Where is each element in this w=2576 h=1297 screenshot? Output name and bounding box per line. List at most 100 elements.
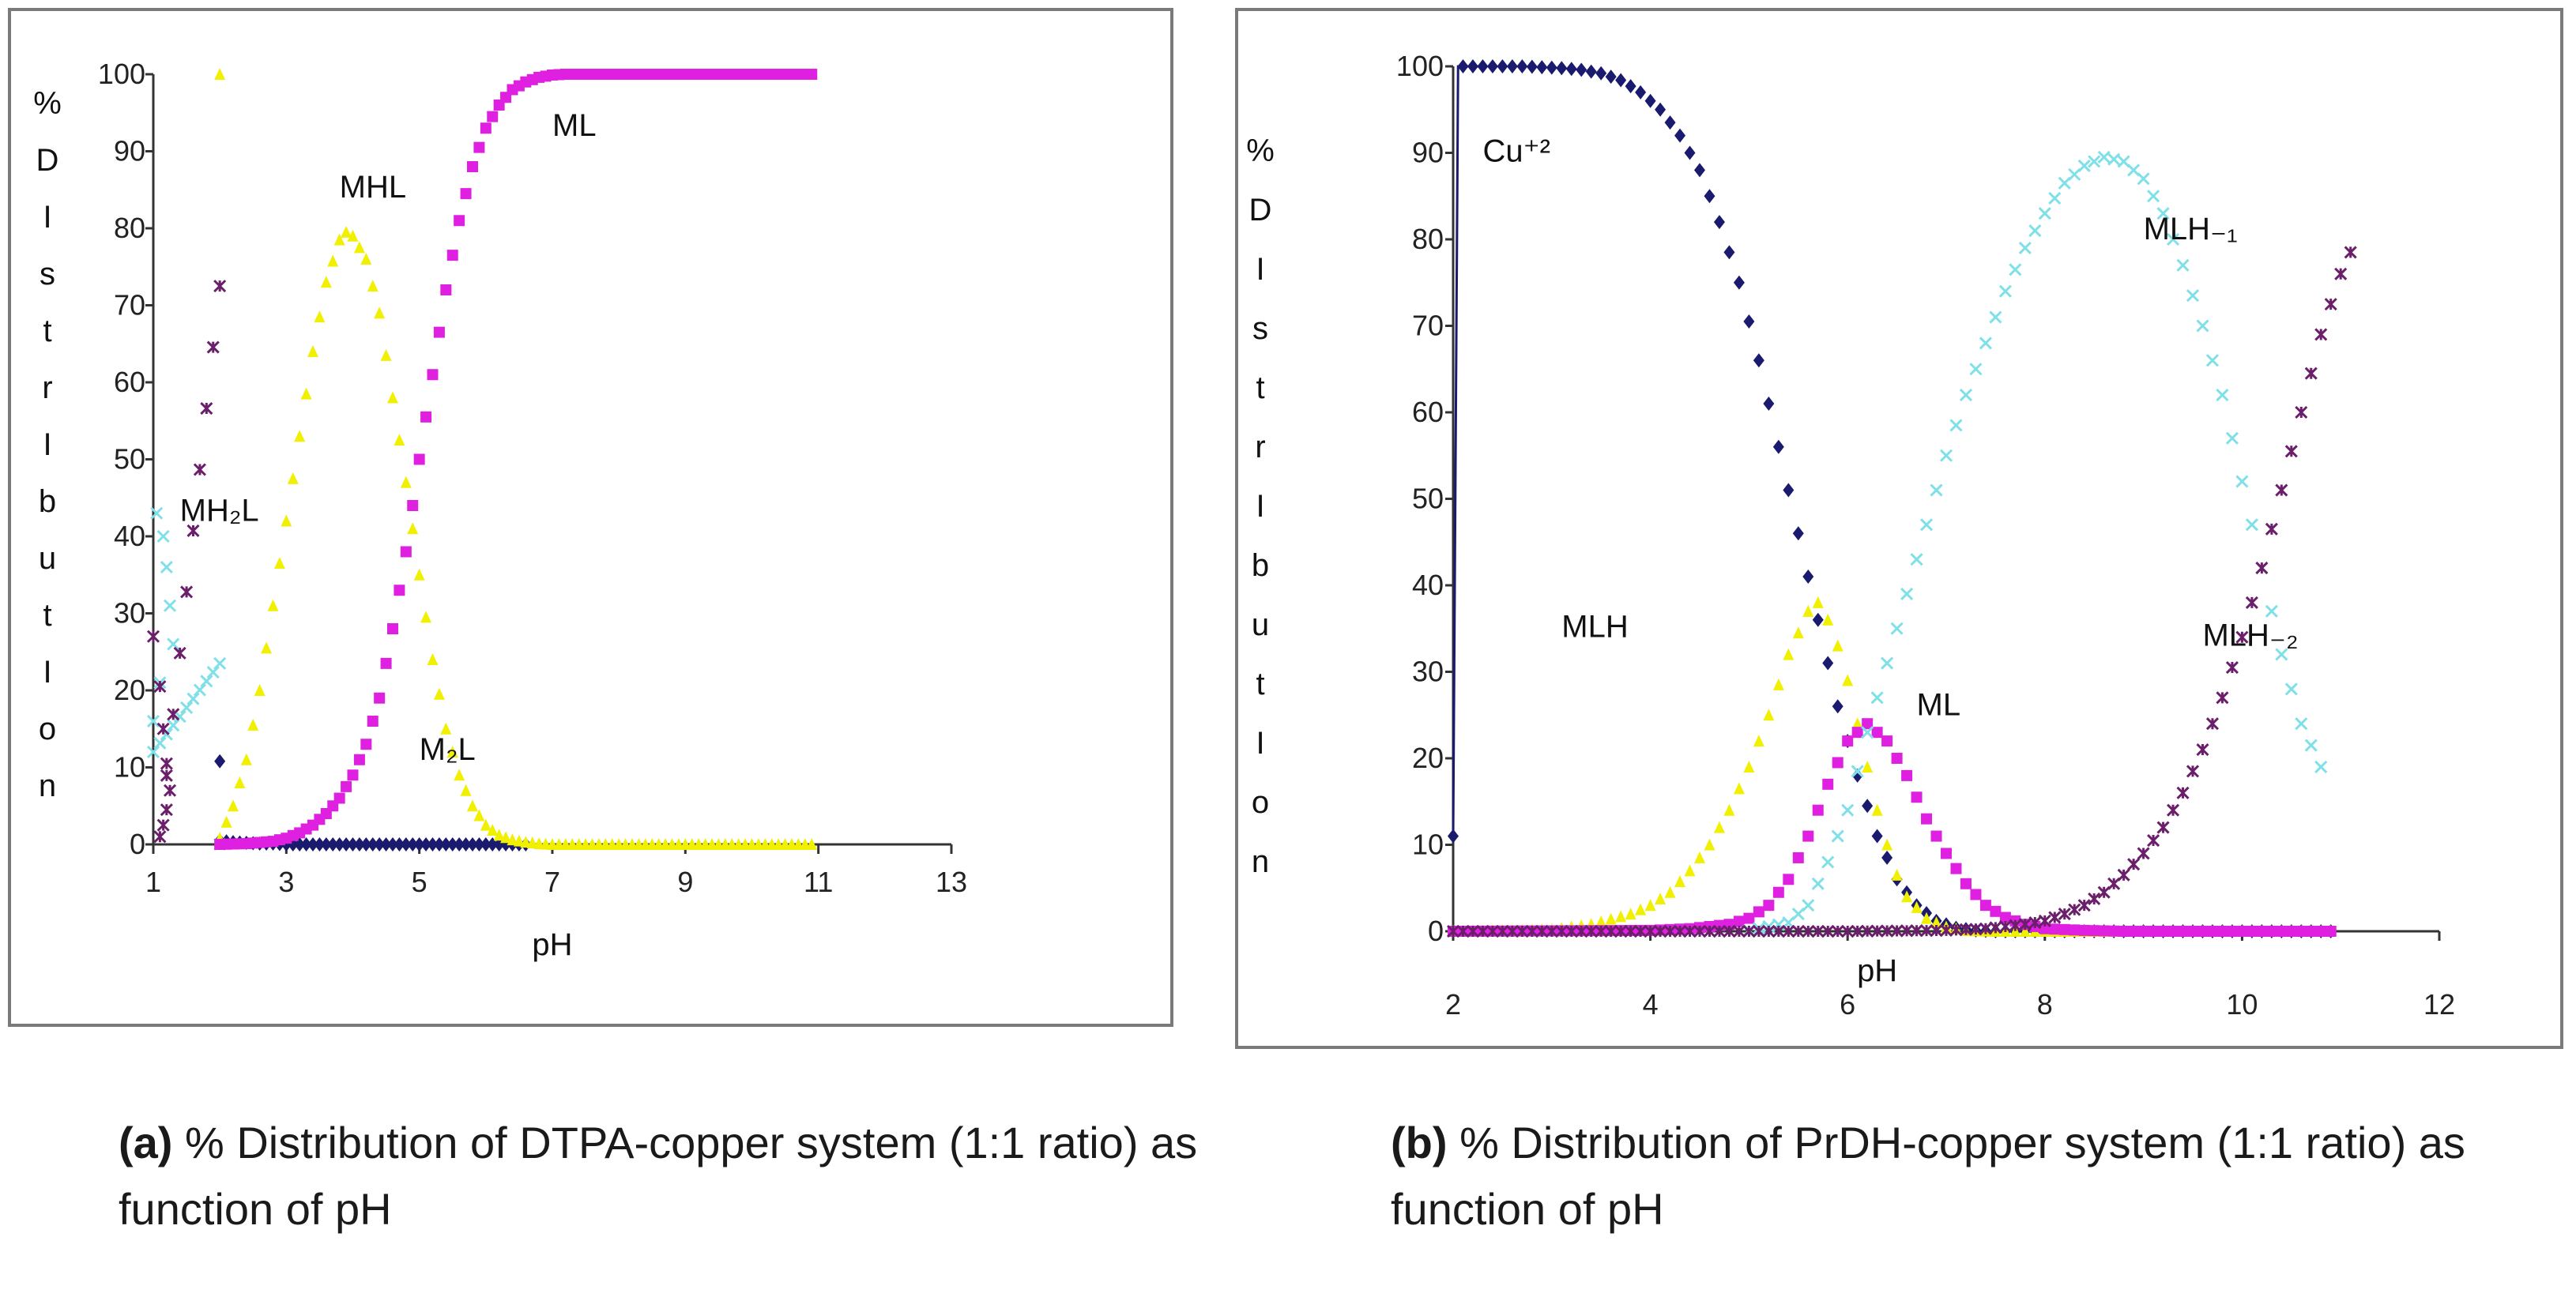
data-point <box>420 611 432 623</box>
data-point <box>1783 874 1795 885</box>
data-point <box>2038 914 2051 927</box>
annotation-label: Cu⁺² <box>1482 133 1550 168</box>
data-point <box>1448 829 1459 844</box>
data-point <box>1802 604 1814 617</box>
data-point <box>1644 93 1656 108</box>
data-point <box>281 514 292 527</box>
data-point <box>1595 924 1608 938</box>
data-point <box>2255 562 2269 575</box>
data-point <box>1673 924 1687 938</box>
y-tick-label: 30 <box>1412 656 1444 688</box>
data-point <box>1832 639 1843 652</box>
y-axis-label-char: % <box>1246 133 1275 168</box>
data-point <box>1536 60 1548 75</box>
y-axis-label-char: t <box>43 314 51 348</box>
data-point <box>394 585 405 596</box>
data-point <box>146 714 160 728</box>
data-point <box>220 815 232 828</box>
data-point <box>2068 167 2081 181</box>
data-point <box>247 718 259 731</box>
data-point <box>2039 923 2051 934</box>
x-tick-label: 9 <box>677 866 693 898</box>
data-point <box>1911 791 1923 803</box>
y-tick-label: 30 <box>114 597 145 630</box>
data-point <box>1575 924 1588 938</box>
data-point <box>307 345 318 357</box>
annotation-label: MLH <box>1561 610 1628 645</box>
data-point <box>2205 354 2220 367</box>
data-point <box>2108 925 2120 937</box>
annotation-label: MH₂L <box>180 494 259 528</box>
data-point <box>1890 924 1904 938</box>
data-point <box>1969 363 1983 376</box>
data-point <box>2009 263 2022 276</box>
data-point <box>380 837 392 852</box>
data-point <box>2128 926 2140 937</box>
data-point <box>320 276 332 288</box>
data-point <box>1891 753 1903 764</box>
y-axis-label-char: I <box>43 200 51 235</box>
data-point <box>200 675 213 688</box>
data-point <box>520 836 532 848</box>
data-point <box>1969 923 1983 936</box>
y-axis-label-char: I <box>43 427 51 462</box>
data-point <box>1674 875 1686 888</box>
data-point <box>1870 691 1884 705</box>
data-point <box>1910 924 1923 938</box>
data-point <box>2018 918 2032 931</box>
data-point <box>1812 804 1824 816</box>
data-point <box>1772 924 1785 938</box>
data-point <box>806 838 818 850</box>
data-point <box>2206 926 2218 937</box>
data-point <box>2284 682 2298 696</box>
y-axis-label-char: o <box>1252 785 1269 820</box>
data-point <box>360 837 372 852</box>
data-point <box>2275 483 2288 497</box>
data-point <box>1664 885 1676 898</box>
y-axis-label-char: I <box>1256 252 1264 287</box>
data-point <box>167 708 180 721</box>
data-point <box>160 757 173 770</box>
y-tick-label: 0 <box>1428 915 1444 947</box>
data-point <box>374 692 386 704</box>
data-point <box>1832 699 1843 714</box>
data-point <box>1812 596 1824 608</box>
x-tick-label: 2 <box>1445 988 1461 1021</box>
data-point <box>1625 908 1636 920</box>
data-point <box>1891 868 1903 881</box>
data-point <box>2077 159 2091 172</box>
y-tick-label: 50 <box>1412 483 1444 515</box>
data-point <box>1919 518 1934 532</box>
data-point <box>1733 782 1745 795</box>
data-point <box>1871 803 1883 816</box>
data-point <box>1733 915 1745 927</box>
data-point <box>213 656 227 670</box>
x-tick-label: 8 <box>2037 988 2053 1021</box>
data-point <box>400 476 412 488</box>
data-point <box>2088 925 2100 937</box>
data-point <box>1802 899 1815 912</box>
data-point <box>2324 298 2337 311</box>
data-point <box>446 250 458 261</box>
data-point <box>167 719 180 732</box>
data-point <box>1941 848 1952 859</box>
data-point <box>2196 742 2209 757</box>
data-point <box>1753 906 1764 918</box>
data-point <box>473 141 485 153</box>
data-point <box>2235 475 2249 488</box>
series-mhl <box>214 68 818 850</box>
x-tick-label: 11 <box>804 866 833 898</box>
data-point <box>2038 207 2051 220</box>
data-point <box>261 641 273 654</box>
y-tick-label: 90 <box>114 135 145 167</box>
data-point <box>240 753 252 765</box>
data-point <box>1960 878 1972 889</box>
data-point <box>1871 727 1883 739</box>
data-point <box>1890 622 1904 635</box>
data-point <box>214 754 226 769</box>
data-point <box>2176 258 2190 272</box>
data-point <box>1753 735 1764 747</box>
data-point <box>2225 660 2239 675</box>
y-axis-label-char: D <box>1249 193 1272 227</box>
